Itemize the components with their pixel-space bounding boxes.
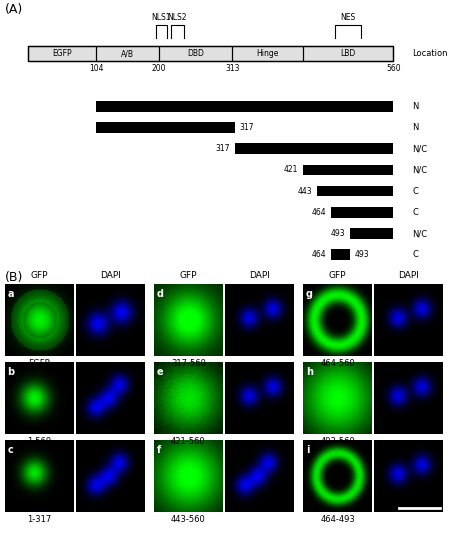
Text: 464: 464 [311,250,326,259]
Text: 421: 421 [284,166,298,175]
Text: 560: 560 [386,64,401,73]
Text: NLS1: NLS1 [152,13,171,22]
Text: EGFP: EGFP [53,49,72,58]
Text: (A): (A) [5,3,23,16]
Text: 421-560: 421-560 [171,437,206,446]
Bar [331,249,350,260]
Text: 104: 104 [89,64,103,73]
Text: 464-493: 464-493 [320,515,355,524]
Text: b: b [8,367,15,377]
Text: 493: 493 [355,250,369,259]
Text: 317-560: 317-560 [171,359,206,368]
Bar [350,228,393,239]
Text: 200: 200 [152,64,166,73]
Text: GFP: GFP [329,271,346,280]
Text: DAPI: DAPI [100,271,121,280]
Text: N/C: N/C [412,144,428,153]
Text: GFP: GFP [180,271,197,280]
Text: 443: 443 [298,187,312,196]
Text: DBD: DBD [187,49,204,58]
Text: 443-560: 443-560 [171,515,206,524]
Text: e: e [157,367,164,377]
Bar [96,122,235,133]
Bar [96,46,159,61]
Text: GFP: GFP [30,271,48,280]
Text: 1-317: 1-317 [27,515,51,524]
Text: 493-560: 493-560 [320,437,355,446]
Bar [303,165,393,175]
Bar [317,186,393,197]
Text: c: c [8,444,13,455]
Text: g: g [306,289,313,299]
Text: h: h [306,367,313,377]
Text: C: C [412,187,418,196]
Text: 317: 317 [216,144,230,153]
Text: a: a [8,289,14,299]
Bar [28,46,393,61]
Text: EGFP: EGFP [28,359,50,368]
Text: N: N [412,123,419,132]
Text: N/C: N/C [412,166,428,175]
Text: 313: 313 [225,64,240,73]
Bar [232,46,303,61]
Text: A/B: A/B [121,49,134,58]
Text: DAPI: DAPI [249,271,270,280]
Text: 493: 493 [330,229,345,238]
Text: 464-560: 464-560 [320,359,355,368]
Text: NES: NES [340,13,356,22]
Text: N/C: N/C [412,229,428,238]
Text: 317: 317 [240,123,254,132]
Bar [235,144,393,154]
Text: Location: Location [412,49,448,58]
Bar [96,101,393,111]
Text: DAPI: DAPI [398,271,419,280]
Text: C: C [412,208,418,217]
Bar [331,207,393,218]
Text: NLS2: NLS2 [167,13,187,22]
Bar [159,46,232,61]
Text: 1-560: 1-560 [27,437,51,446]
Text: N: N [412,102,419,111]
Text: f: f [157,444,161,455]
Bar [303,46,393,61]
Text: (B): (B) [5,271,23,284]
Text: d: d [157,289,164,299]
Bar [28,46,96,61]
Text: i: i [306,444,310,455]
Text: C: C [412,250,418,259]
Text: Hinge: Hinge [256,49,279,58]
Text: LBD: LBD [340,49,356,58]
Text: 464: 464 [311,208,326,217]
